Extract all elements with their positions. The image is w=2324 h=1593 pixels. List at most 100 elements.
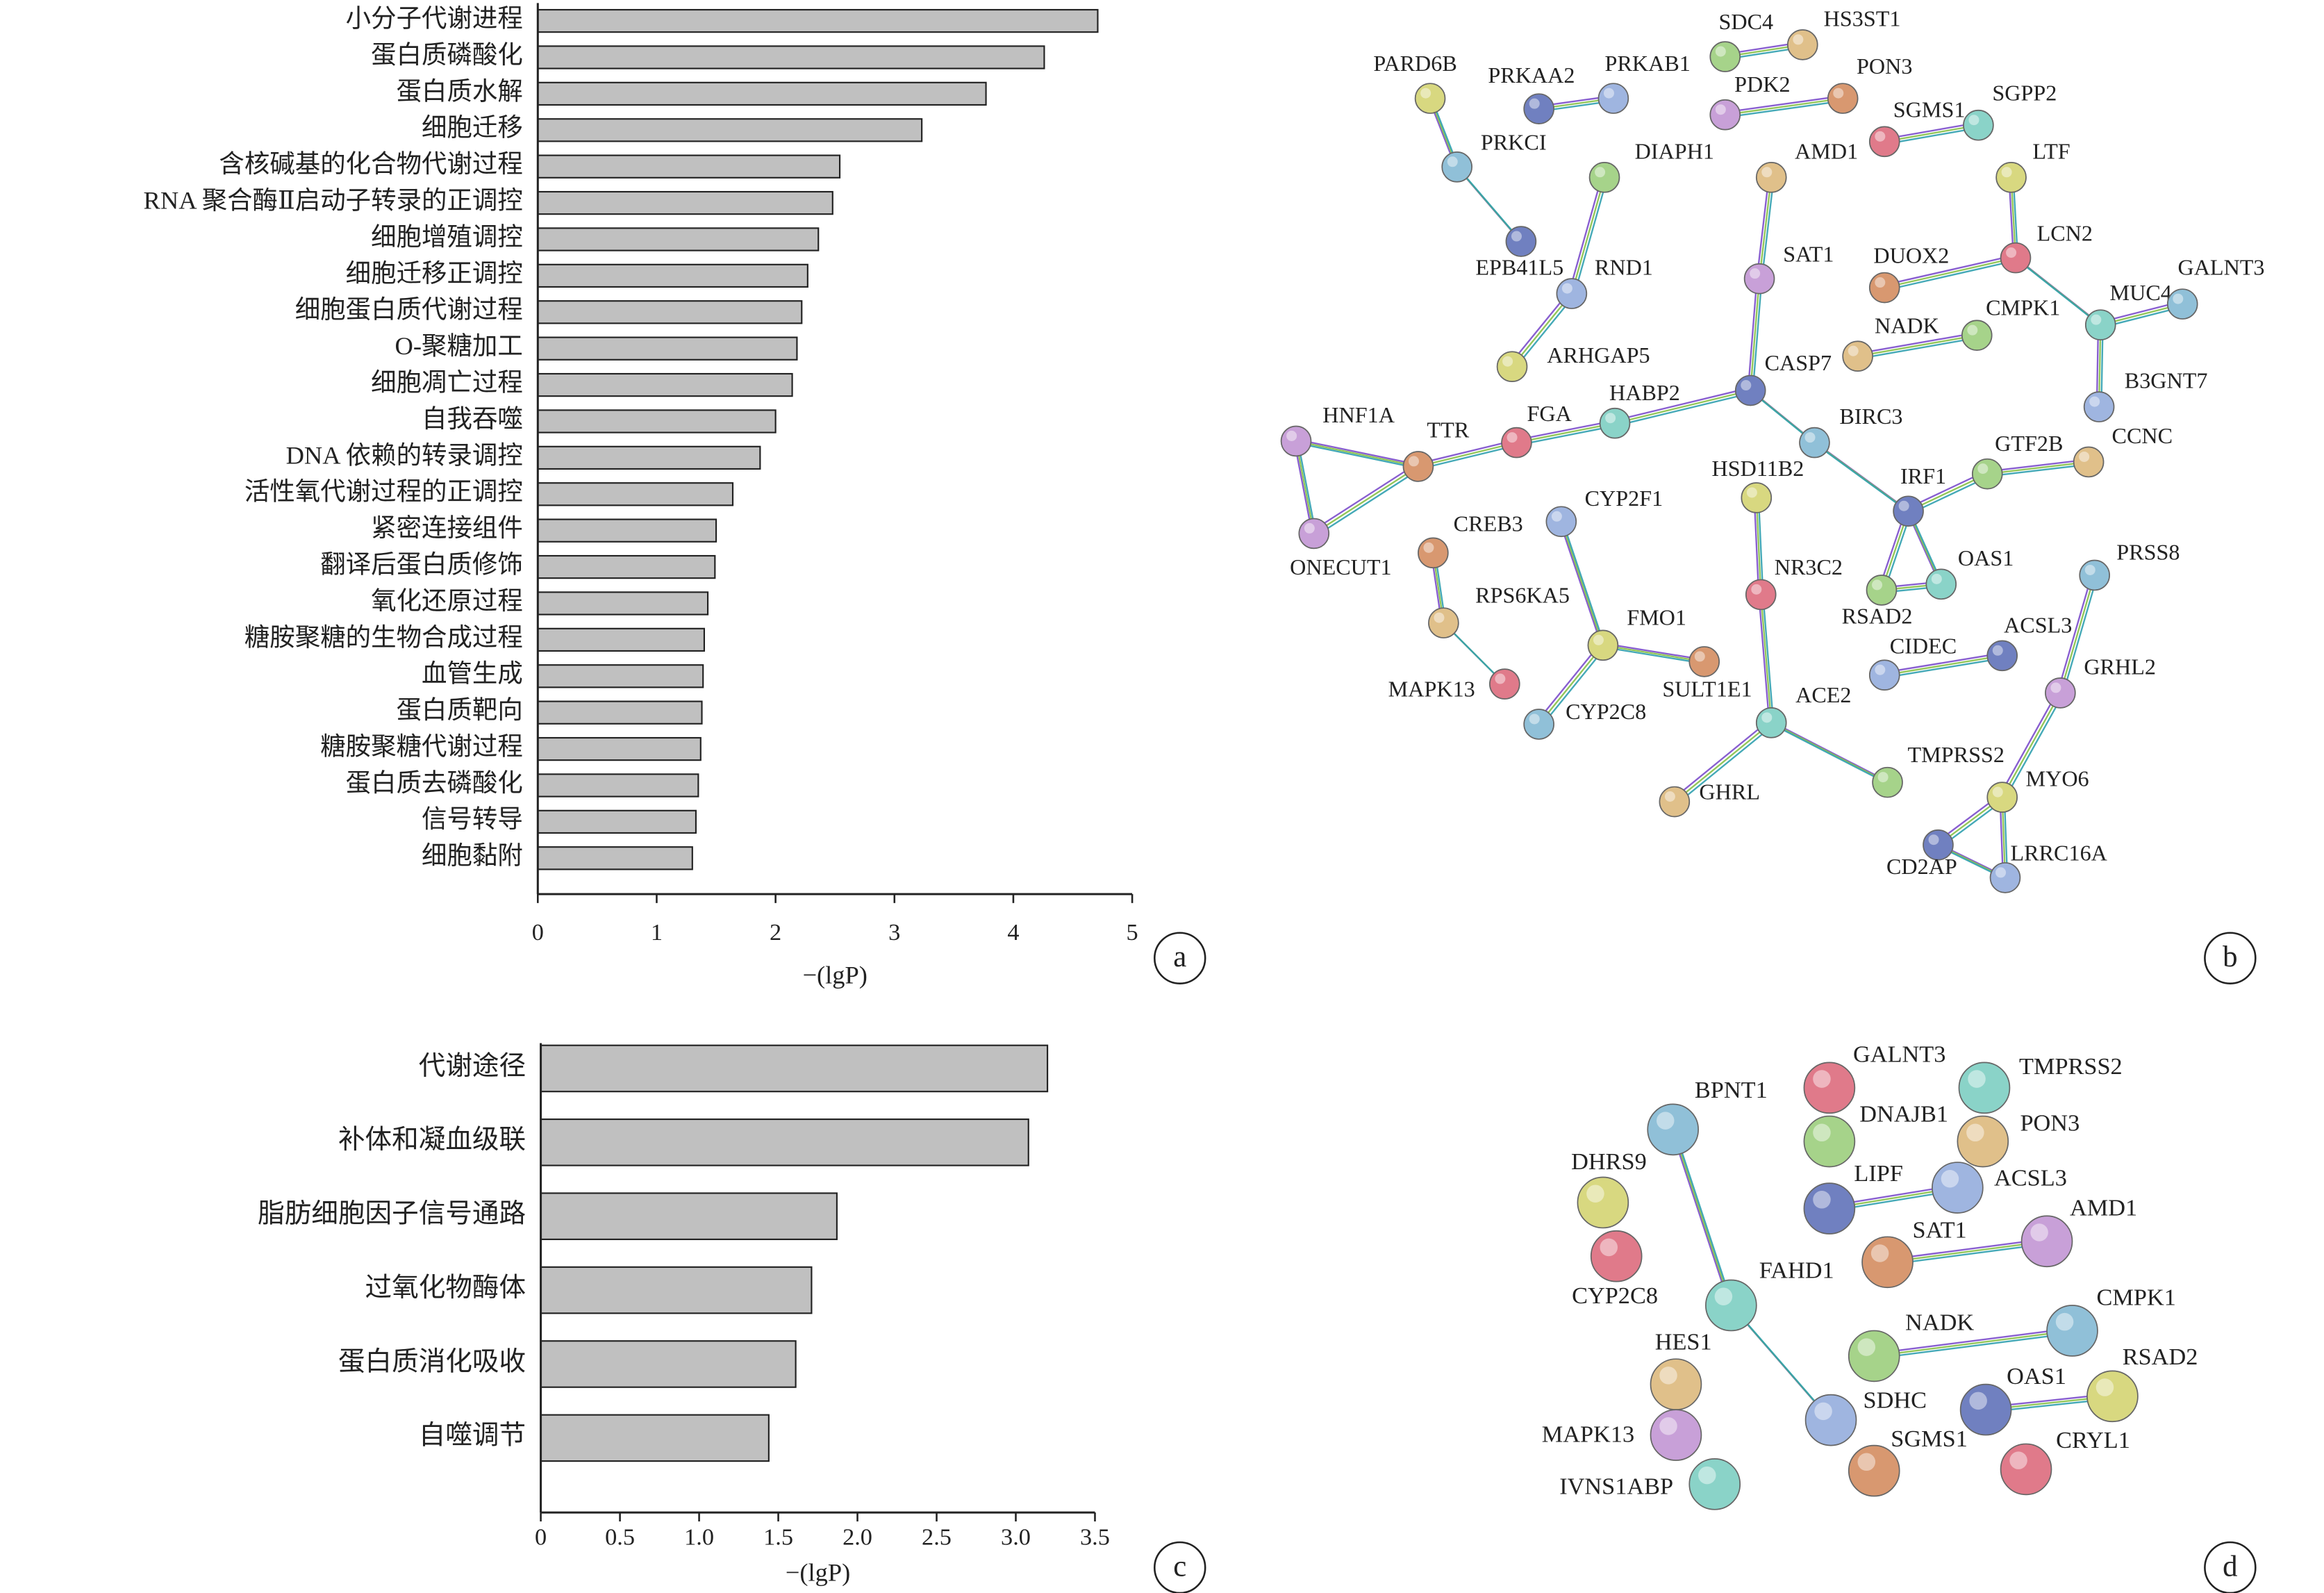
y-tick-label: 糖胺聚糖代谢过程 bbox=[320, 732, 523, 760]
x-tick-label: 5 bbox=[1127, 919, 1138, 946]
node bbox=[1961, 320, 1993, 351]
node bbox=[1923, 829, 1954, 861]
node-highlight bbox=[1848, 345, 1859, 356]
node-label: PARD6B bbox=[1373, 51, 1456, 76]
y-tick-label: 细胞迁移正调控 bbox=[346, 259, 523, 287]
y-tick-label: 细胞蛋白质代谢过程 bbox=[295, 296, 523, 324]
node bbox=[2000, 1443, 2052, 1496]
node bbox=[1986, 782, 2018, 813]
edge bbox=[1876, 1332, 2075, 1360]
node-label: CRYL1 bbox=[2056, 1427, 2130, 1453]
y-tick-label: 活性氧代谢过程的正调控 bbox=[244, 478, 523, 506]
node bbox=[1872, 766, 1903, 798]
y-tick-label: 细胞增殖调控 bbox=[371, 223, 523, 251]
node-label: CMPK1 bbox=[1986, 295, 2060, 320]
node-label: BPNT1 bbox=[1695, 1077, 1768, 1103]
edge bbox=[1614, 389, 1751, 424]
node bbox=[1505, 226, 1537, 257]
y-tick-label: 细胞黏附 bbox=[422, 842, 523, 870]
edge bbox=[1295, 440, 1419, 468]
edge bbox=[1874, 1330, 2073, 1357]
edge bbox=[2003, 695, 2064, 800]
edge bbox=[1884, 124, 1979, 142]
bar bbox=[537, 591, 709, 616]
edge bbox=[1859, 336, 1979, 360]
node bbox=[1986, 640, 2018, 672]
node bbox=[1743, 263, 1775, 295]
bar bbox=[540, 1192, 838, 1241]
node bbox=[1414, 83, 1446, 114]
edge bbox=[1536, 642, 1602, 723]
node-highlight bbox=[2009, 1451, 2027, 1469]
node-label: ARHGAP5 bbox=[1547, 342, 1650, 368]
x-tick-label: 3.5 bbox=[1080, 1524, 1110, 1551]
node-label: GALNT3 bbox=[2177, 255, 2264, 280]
node-label: CCNC bbox=[2112, 423, 2173, 448]
node bbox=[1745, 579, 1777, 611]
edge bbox=[1987, 461, 2089, 475]
edge bbox=[2061, 577, 2098, 695]
node-highlight bbox=[2050, 682, 2061, 693]
node bbox=[1709, 41, 1741, 72]
node-label: RSAD2 bbox=[1842, 604, 1913, 629]
edge bbox=[1886, 657, 2005, 679]
node-label: SGMS1 bbox=[1891, 1426, 1968, 1452]
y-tick-label: 血管生成 bbox=[422, 660, 523, 688]
node bbox=[1280, 425, 1312, 457]
node-highlight bbox=[1714, 1287, 1733, 1305]
bar bbox=[537, 736, 702, 761]
bar bbox=[537, 482, 734, 506]
edge bbox=[1773, 724, 1891, 786]
bar bbox=[540, 1340, 797, 1388]
edge bbox=[1723, 95, 1841, 114]
node bbox=[1995, 161, 2027, 193]
node bbox=[1545, 506, 1577, 538]
node-label: PRKAB1 bbox=[1605, 51, 1691, 76]
edge bbox=[1311, 463, 1417, 532]
node-label: SULT1E1 bbox=[1662, 677, 1752, 702]
node-label: SAT1 bbox=[1783, 241, 1834, 266]
node bbox=[2045, 677, 2076, 709]
node-label: HSD11B2 bbox=[1712, 456, 1804, 481]
bar bbox=[537, 627, 705, 652]
node-label: MAPK13 bbox=[1542, 1421, 1634, 1448]
node-highlight bbox=[1551, 511, 1562, 522]
node-label: SGMS1 bbox=[1893, 97, 1966, 122]
node bbox=[1418, 537, 1449, 569]
y-tick-label: 脂肪细胞因子信号通路 bbox=[258, 1199, 526, 1229]
edge bbox=[1513, 295, 1575, 370]
node-highlight bbox=[1593, 634, 1604, 645]
y-tick-label: 蛋白质靶向 bbox=[397, 696, 523, 724]
y-tick-label: DNA 依赖的转录调控 bbox=[286, 441, 523, 469]
node bbox=[1868, 272, 1900, 304]
node-label: ACSL3 bbox=[2004, 612, 2072, 637]
edge bbox=[1293, 438, 1416, 465]
node-highlight bbox=[1877, 772, 1889, 783]
edge bbox=[1999, 690, 2059, 795]
x-tick-label: 3.0 bbox=[1001, 1524, 1031, 1551]
node-highlight bbox=[1761, 167, 1773, 178]
node bbox=[1523, 709, 1554, 740]
node-highlight bbox=[2173, 293, 2184, 304]
node-highlight bbox=[1715, 46, 1726, 57]
y-tick-label: 自我吞噬 bbox=[422, 405, 523, 433]
x-tick-label: 3 bbox=[888, 919, 900, 946]
node-label: BIRC3 bbox=[1839, 404, 1902, 429]
node-label: ONECUT1 bbox=[1290, 554, 1391, 579]
node-highlight bbox=[1664, 791, 1675, 802]
node-label: PRKAA2 bbox=[1488, 63, 1575, 88]
panel-label: c bbox=[1173, 1550, 1186, 1583]
bar bbox=[537, 154, 841, 179]
node bbox=[1866, 575, 1898, 606]
node-label: CASP7 bbox=[1765, 350, 1832, 375]
bar bbox=[537, 700, 703, 725]
edge bbox=[1612, 387, 1749, 422]
node-highlight bbox=[2091, 314, 2102, 325]
node bbox=[1989, 862, 2021, 893]
node bbox=[1647, 1103, 1700, 1156]
node-highlight bbox=[1814, 1402, 1832, 1421]
edge bbox=[1418, 441, 1517, 468]
edge bbox=[1315, 468, 1421, 537]
node-highlight bbox=[1605, 413, 1616, 424]
